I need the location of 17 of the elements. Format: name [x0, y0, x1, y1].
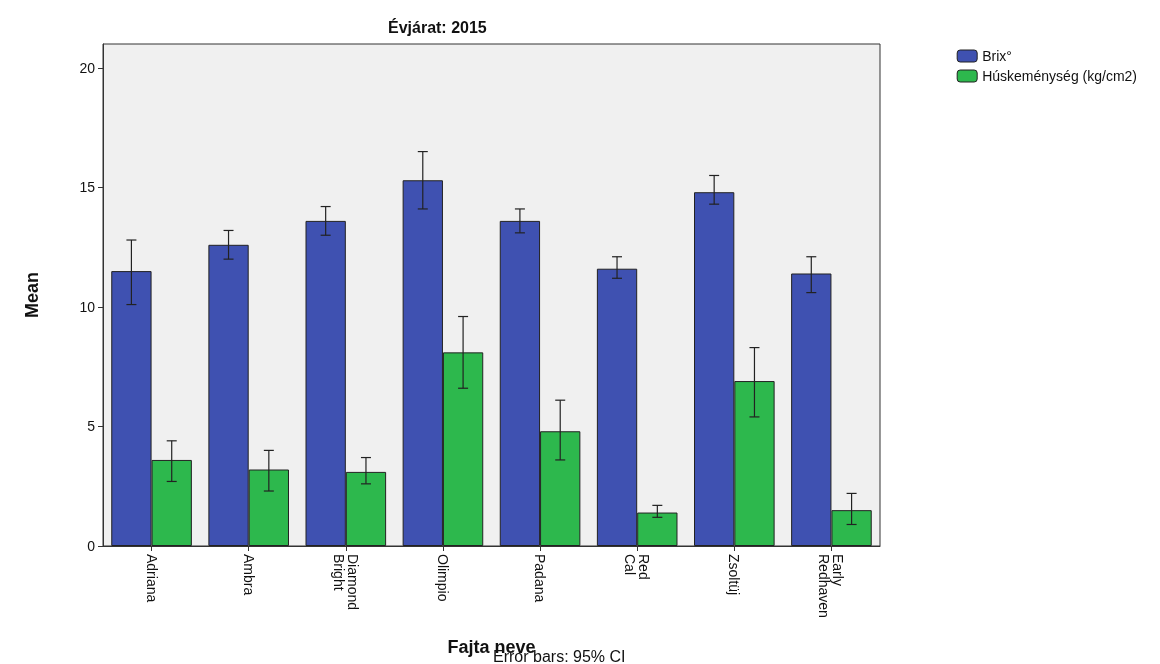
x-tick-label: Padana [532, 554, 549, 603]
x-tick-label: Ambra [240, 554, 257, 596]
x-tick-label: Red Cal [622, 554, 653, 580]
y-tick-label: 0 [87, 538, 96, 554]
legend-label: Húskeménység (kg/cm2) [982, 68, 1137, 84]
y-tick-label: 20 [79, 59, 96, 76]
legend-label: Brix° [982, 48, 1012, 64]
y-tick-label: 5 [87, 418, 96, 435]
y-tick-label: 15 [79, 179, 96, 196]
x-tick-label: Diamond Bright [330, 554, 361, 611]
x-tick-label: Olimpio [434, 554, 451, 602]
x-tick-label: Zsoltüj [726, 554, 743, 596]
chart-title: Évjárat: 2015 [388, 17, 487, 36]
x-tick-label: Early Redhaven [816, 554, 847, 618]
x-tick-label: Adriana [143, 554, 160, 603]
y-axis-title: Mean [22, 271, 42, 319]
y-tick-label: 10 [79, 298, 96, 315]
